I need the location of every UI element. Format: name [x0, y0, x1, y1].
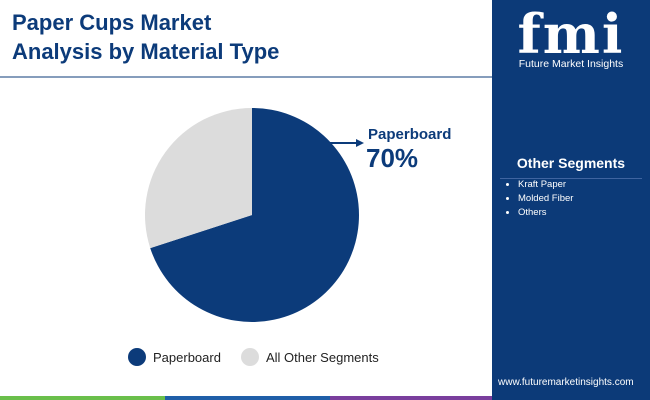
segment-list: Kraft Paper Molded Fiber Others: [502, 178, 573, 220]
pie-slice: [145, 108, 252, 249]
chart-title: Paper Cups Market Analysis by Material T…: [12, 8, 279, 66]
logo: fmi: [517, 2, 625, 66]
strip: [0, 396, 165, 400]
title-line: Paper Cups Market: [12, 10, 212, 35]
strip: [165, 396, 330, 400]
annotation-label: Paperboard: [368, 126, 451, 143]
title-line: Analysis by Material Type: [12, 39, 280, 64]
sidebar: fmi Future Market Insights Other Segment…: [492, 0, 650, 400]
legend-swatch: [241, 348, 259, 366]
url: www.futuremarketinsights.com: [498, 377, 634, 388]
segment-item: Molded Fiber: [518, 192, 573, 206]
segment-item: Others: [518, 206, 573, 220]
legend-label: All Other Segments: [266, 350, 379, 365]
arrow-head: [356, 139, 364, 147]
value-label: 70%: [366, 143, 418, 173]
divider: [500, 178, 642, 179]
legend-swatch: [128, 348, 146, 366]
sidebar-heading: Other Segments: [516, 155, 626, 171]
pie-slice: [150, 108, 359, 322]
legend-label: Paperboard: [153, 350, 221, 365]
strip: [330, 396, 492, 400]
brand: Future Market Insights: [518, 58, 624, 70]
segment-item: Kraft Paper: [518, 178, 573, 192]
